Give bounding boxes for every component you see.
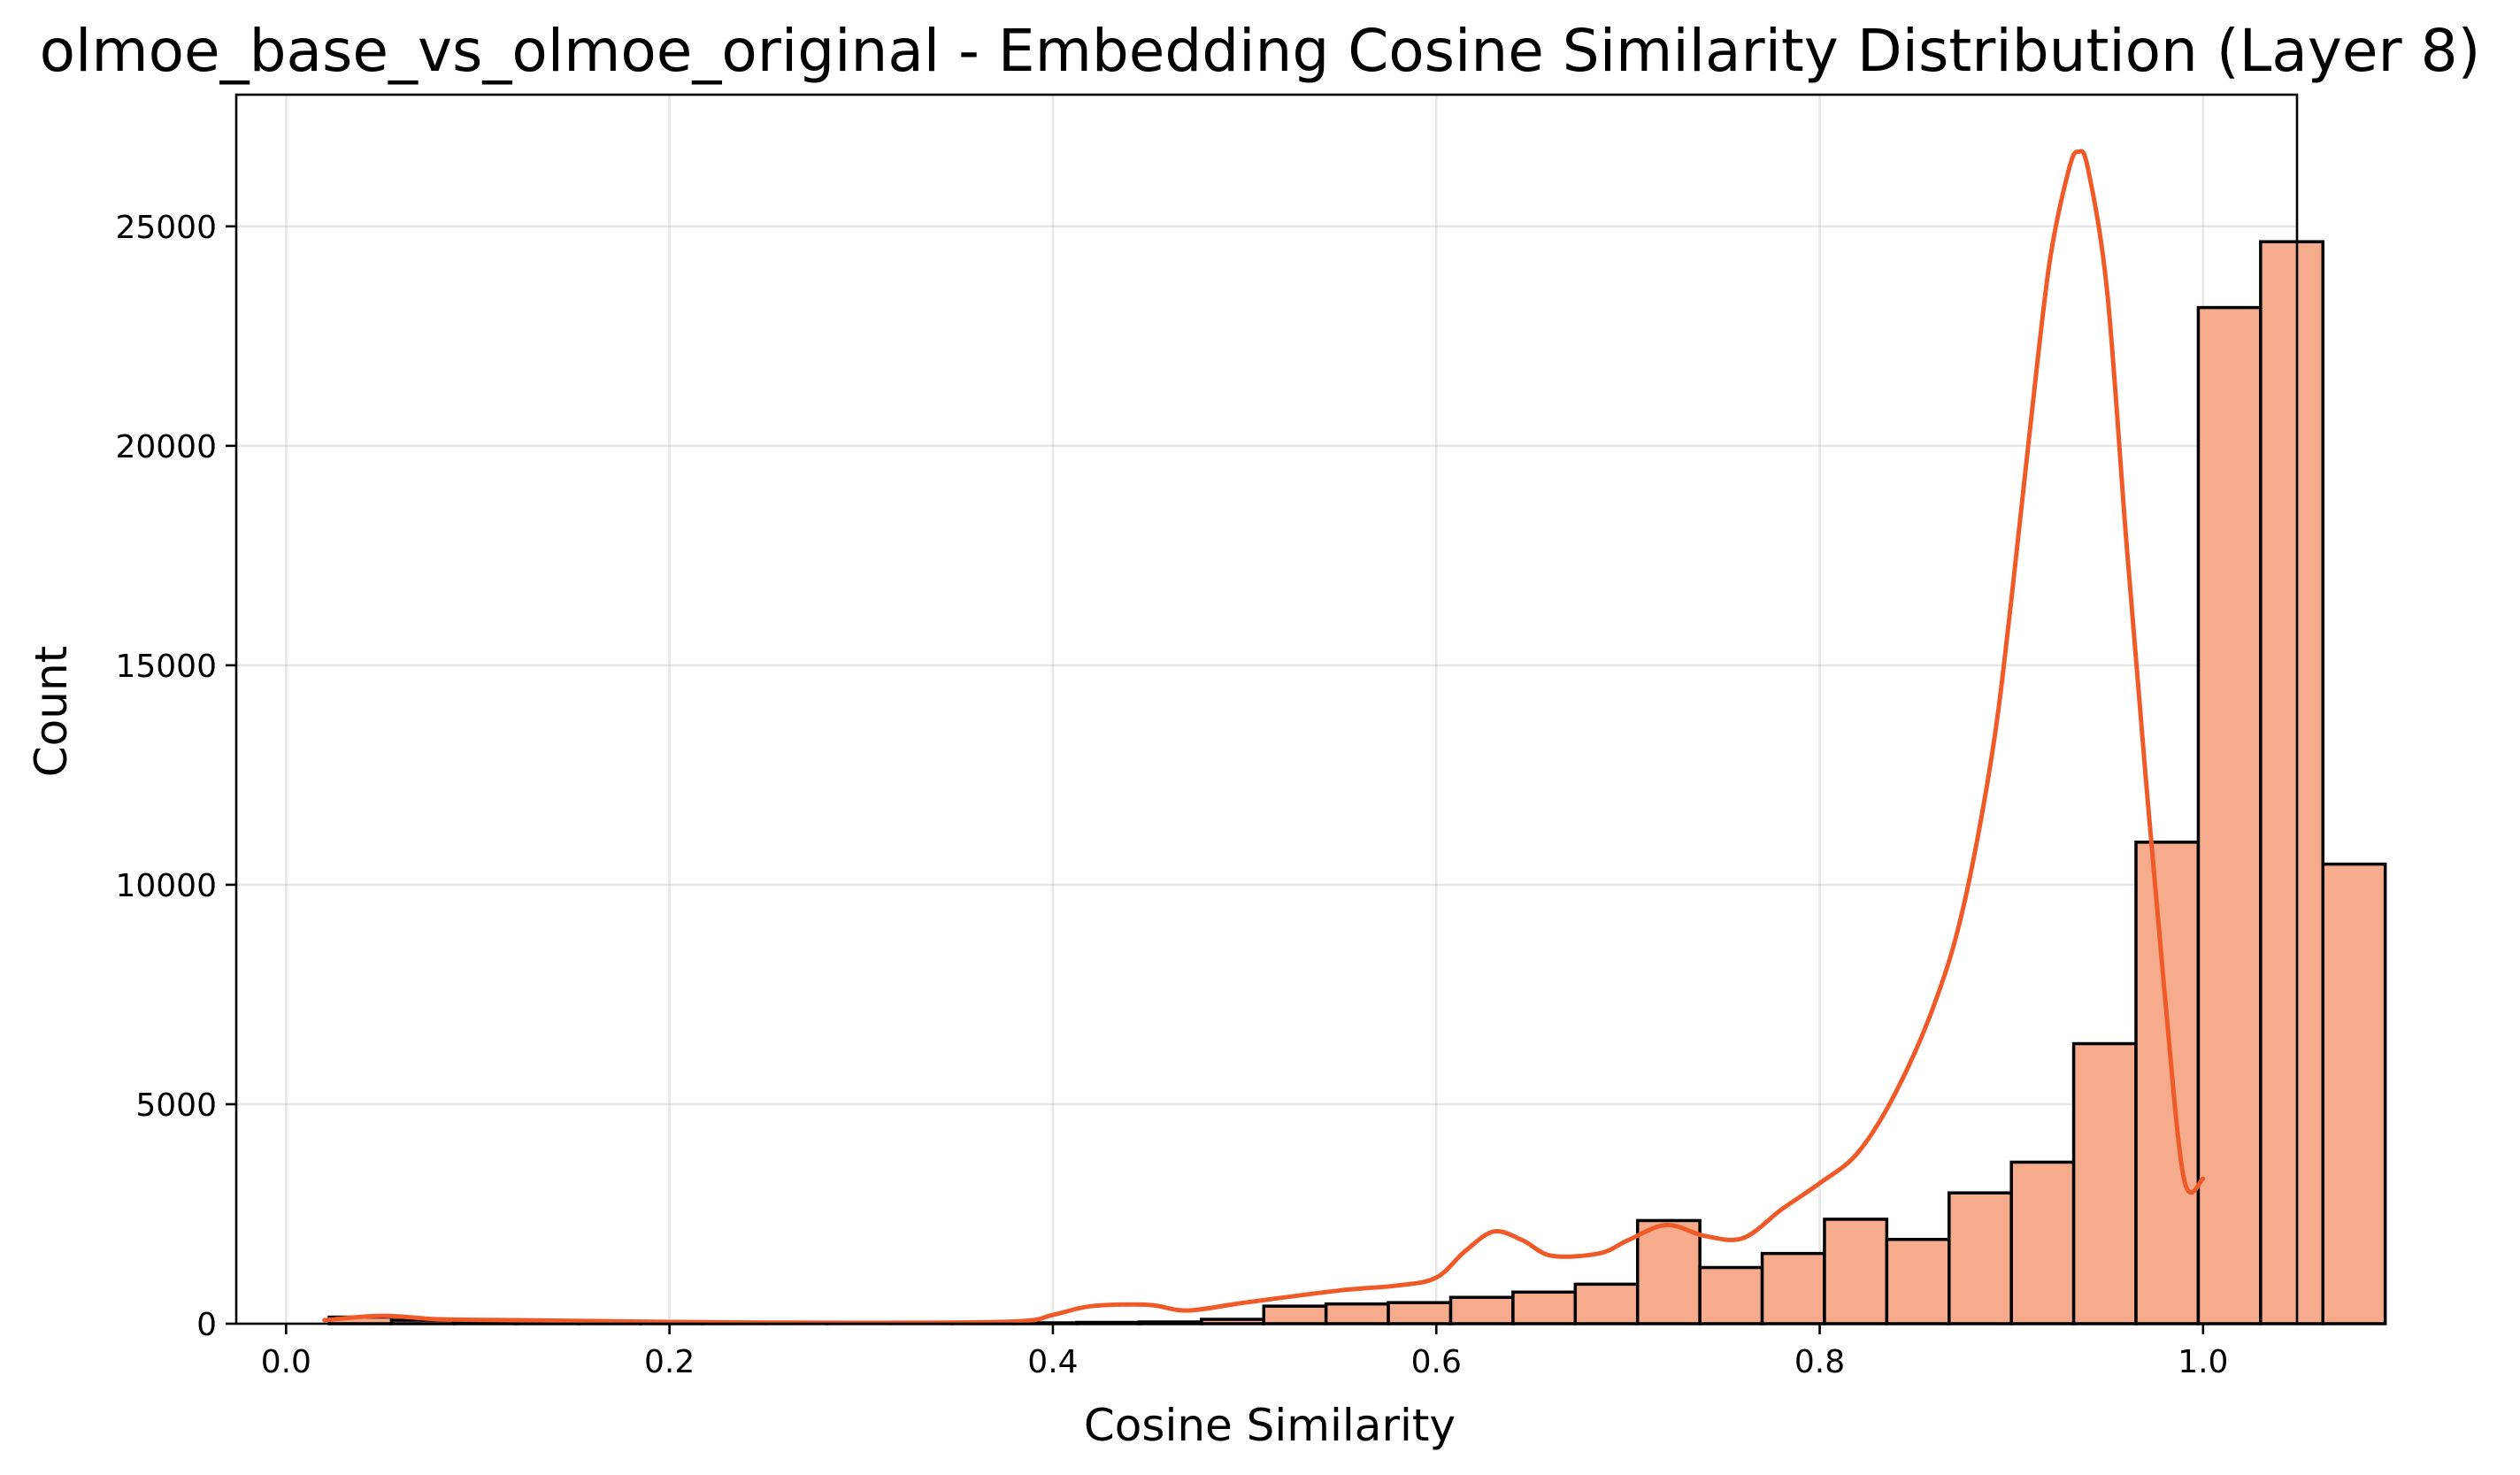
y-tick-label: 25000 [115, 210, 217, 246]
histogram-bar [2196, 305, 2263, 1325]
histogram-bar [1885, 1238, 1951, 1325]
histogram-bar [2321, 862, 2387, 1325]
histogram-bars [327, 240, 2387, 1325]
y-tick-label: 20000 [115, 429, 217, 465]
kde-curve [322, 149, 2206, 1325]
plot-frame [234, 93, 2299, 1325]
x-tick-label: 0.2 [644, 1344, 695, 1380]
y-tick-label: 5000 [135, 1087, 217, 1124]
histogram-bar [1448, 1295, 1515, 1325]
histogram-bar [2259, 240, 2324, 1325]
x-tick-label: 0.8 [1794, 1344, 1845, 1380]
y-axis-ticks: 0 5000 10000 15000 20000 25000 [115, 210, 236, 1343]
x-axis-label: Cosine Similarity [1084, 1400, 1456, 1451]
histogram-bar [1511, 1290, 1578, 1325]
histogram-bar [1262, 1304, 1328, 1325]
histogram-bar [1324, 1302, 1390, 1325]
y-axis-label: Count [26, 646, 77, 778]
grid-lines [236, 95, 2297, 1325]
y-tick-label: 10000 [115, 868, 217, 904]
histogram-bar [2071, 1041, 2138, 1325]
kde-curve-layer [322, 149, 2206, 1325]
x-tick-label: 0.4 [1027, 1344, 1078, 1380]
histogram-bar [2009, 1160, 2076, 1325]
histogram-bar [1760, 1251, 1826, 1325]
histogram-bar [1635, 1218, 1702, 1325]
x-tick-label: 0.6 [1411, 1344, 1462, 1380]
histogram-bar [1823, 1218, 1889, 1325]
histogram-bar [1948, 1191, 2013, 1325]
x-axis-ticks: 0.0 0.2 0.4 0.6 0.8 1.0 [261, 1324, 2228, 1380]
histogram-bar [1573, 1282, 1640, 1325]
y-tick-label: 15000 [115, 649, 217, 685]
y-tick-label: 0 [196, 1307, 217, 1343]
histogram-bar [2134, 841, 2201, 1325]
chart-title: olmoe_base_vs_olmoe_original - Embedding… [40, 17, 2481, 85]
histogram-bar [1698, 1265, 1764, 1325]
x-tick-label: 0.0 [261, 1344, 311, 1380]
x-tick-label: 1.0 [2178, 1344, 2228, 1380]
histogram-bar [1387, 1301, 1453, 1325]
